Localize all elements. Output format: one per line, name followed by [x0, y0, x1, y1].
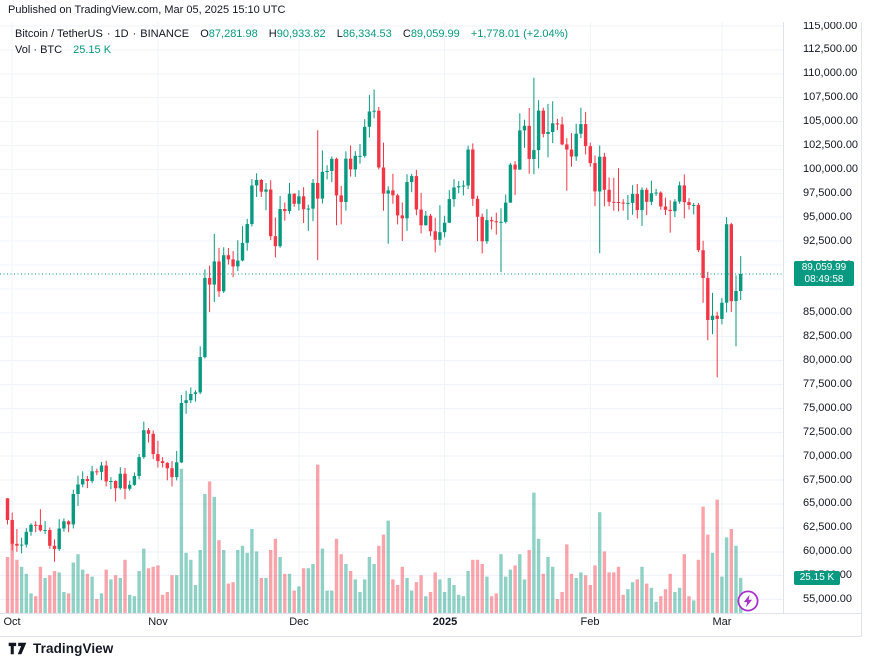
- lightning-icon: [737, 590, 759, 612]
- time-tick-label: Oct: [3, 616, 21, 628]
- legend-separator: ·: [106, 28, 111, 40]
- symbol-name[interactable]: Bitcoin / TetherUS: [15, 28, 103, 40]
- published-bar: Published on TradingView.com, Mar 05, 20…: [0, 0, 870, 22]
- lightning-marker-button[interactable]: [736, 589, 760, 613]
- low-label: L86,334.53: [336, 28, 392, 40]
- time-tick-label: Feb: [580, 616, 600, 628]
- price-tick-label: 55,000.00: [803, 593, 852, 605]
- volume-legend[interactable]: Vol · BTC 25.15 K: [15, 43, 111, 57]
- time-tick-label: 2025: [432, 616, 458, 628]
- tradingview-attribution-link[interactable]: TradingView: [8, 640, 113, 656]
- symbol-legend[interactable]: Bitcoin / TetherUS · 1D · BINANCE O87,281.98…: [15, 27, 568, 41]
- price-tick-label: 65,000.00: [803, 497, 852, 509]
- time-tick-label: Nov: [148, 616, 168, 628]
- last-price-value: 89,059.99: [801, 262, 847, 273]
- price-tick-label: 92,500.00: [803, 235, 852, 247]
- price-tick-label: 102,500.00: [803, 139, 859, 151]
- price-tick-label: 112,500.00: [803, 43, 858, 55]
- volume-study-value: 25.15 K: [73, 44, 112, 56]
- volume-value-badge: 25.15 K: [794, 571, 840, 585]
- time-tick-label: Dec: [289, 616, 309, 628]
- open-label: O87,281.98: [200, 28, 258, 40]
- price-tick-label: 75,000.00: [803, 402, 852, 414]
- exchange-label: BINANCE: [140, 28, 190, 40]
- candles: [5, 77, 743, 562]
- price-tick-label: 115,000.00: [803, 20, 858, 32]
- price-tick-label: 82,500.00: [803, 330, 852, 342]
- price-tick-label: 67,500.00: [803, 474, 852, 486]
- legend-separator: ·: [132, 28, 137, 40]
- volume-bars: [5, 464, 743, 613]
- last-price-badge: 89,059.99 08:49:58: [794, 261, 854, 286]
- price-tick-label: 77,500.00: [803, 378, 852, 390]
- price-tick-label: 107,500.00: [803, 91, 859, 103]
- price-tick-label: 70,000.00: [803, 450, 852, 462]
- price-tick-label: 110,000.00: [803, 67, 858, 79]
- price-tick-label: 105,000.00: [803, 115, 859, 127]
- close-label: C89,059.99: [402, 28, 460, 40]
- interval-label[interactable]: 1D: [114, 28, 129, 40]
- price-tick-label: 62,500.00: [803, 521, 852, 533]
- price-tick-label: 100,000.00: [803, 163, 859, 175]
- open-value: 87,281.98: [208, 28, 258, 40]
- price-tick-label: 95,000.00: [803, 211, 852, 223]
- close-value: 89,059.99: [410, 28, 460, 40]
- time-tick-label: Mar: [712, 616, 732, 628]
- grid-lines: [0, 22, 783, 613]
- tradingview-logo-icon: [8, 642, 27, 654]
- high-value: 90,933.82: [276, 28, 326, 40]
- low-value: 86,334.53: [342, 28, 392, 40]
- price-tick-label: 60,000.00: [803, 545, 852, 557]
- change-value: +1,778.01 (+2.04%): [470, 28, 569, 40]
- tradingview-logo-text: TradingView: [33, 640, 114, 656]
- price-tick-label: 85,000.00: [803, 306, 852, 318]
- price-tick-label: 97,500.00: [803, 187, 852, 199]
- high-label: H90,933.82: [268, 28, 326, 40]
- price-tick-label: 80,000.00: [803, 354, 852, 366]
- published-text: Published on TradingView.com, Mar 05, 20…: [8, 4, 286, 16]
- volume-study-label: Vol · BTC: [15, 44, 63, 56]
- bar-countdown: 08:49:58: [804, 274, 844, 285]
- price-tick-label: 72,500.00: [803, 426, 852, 438]
